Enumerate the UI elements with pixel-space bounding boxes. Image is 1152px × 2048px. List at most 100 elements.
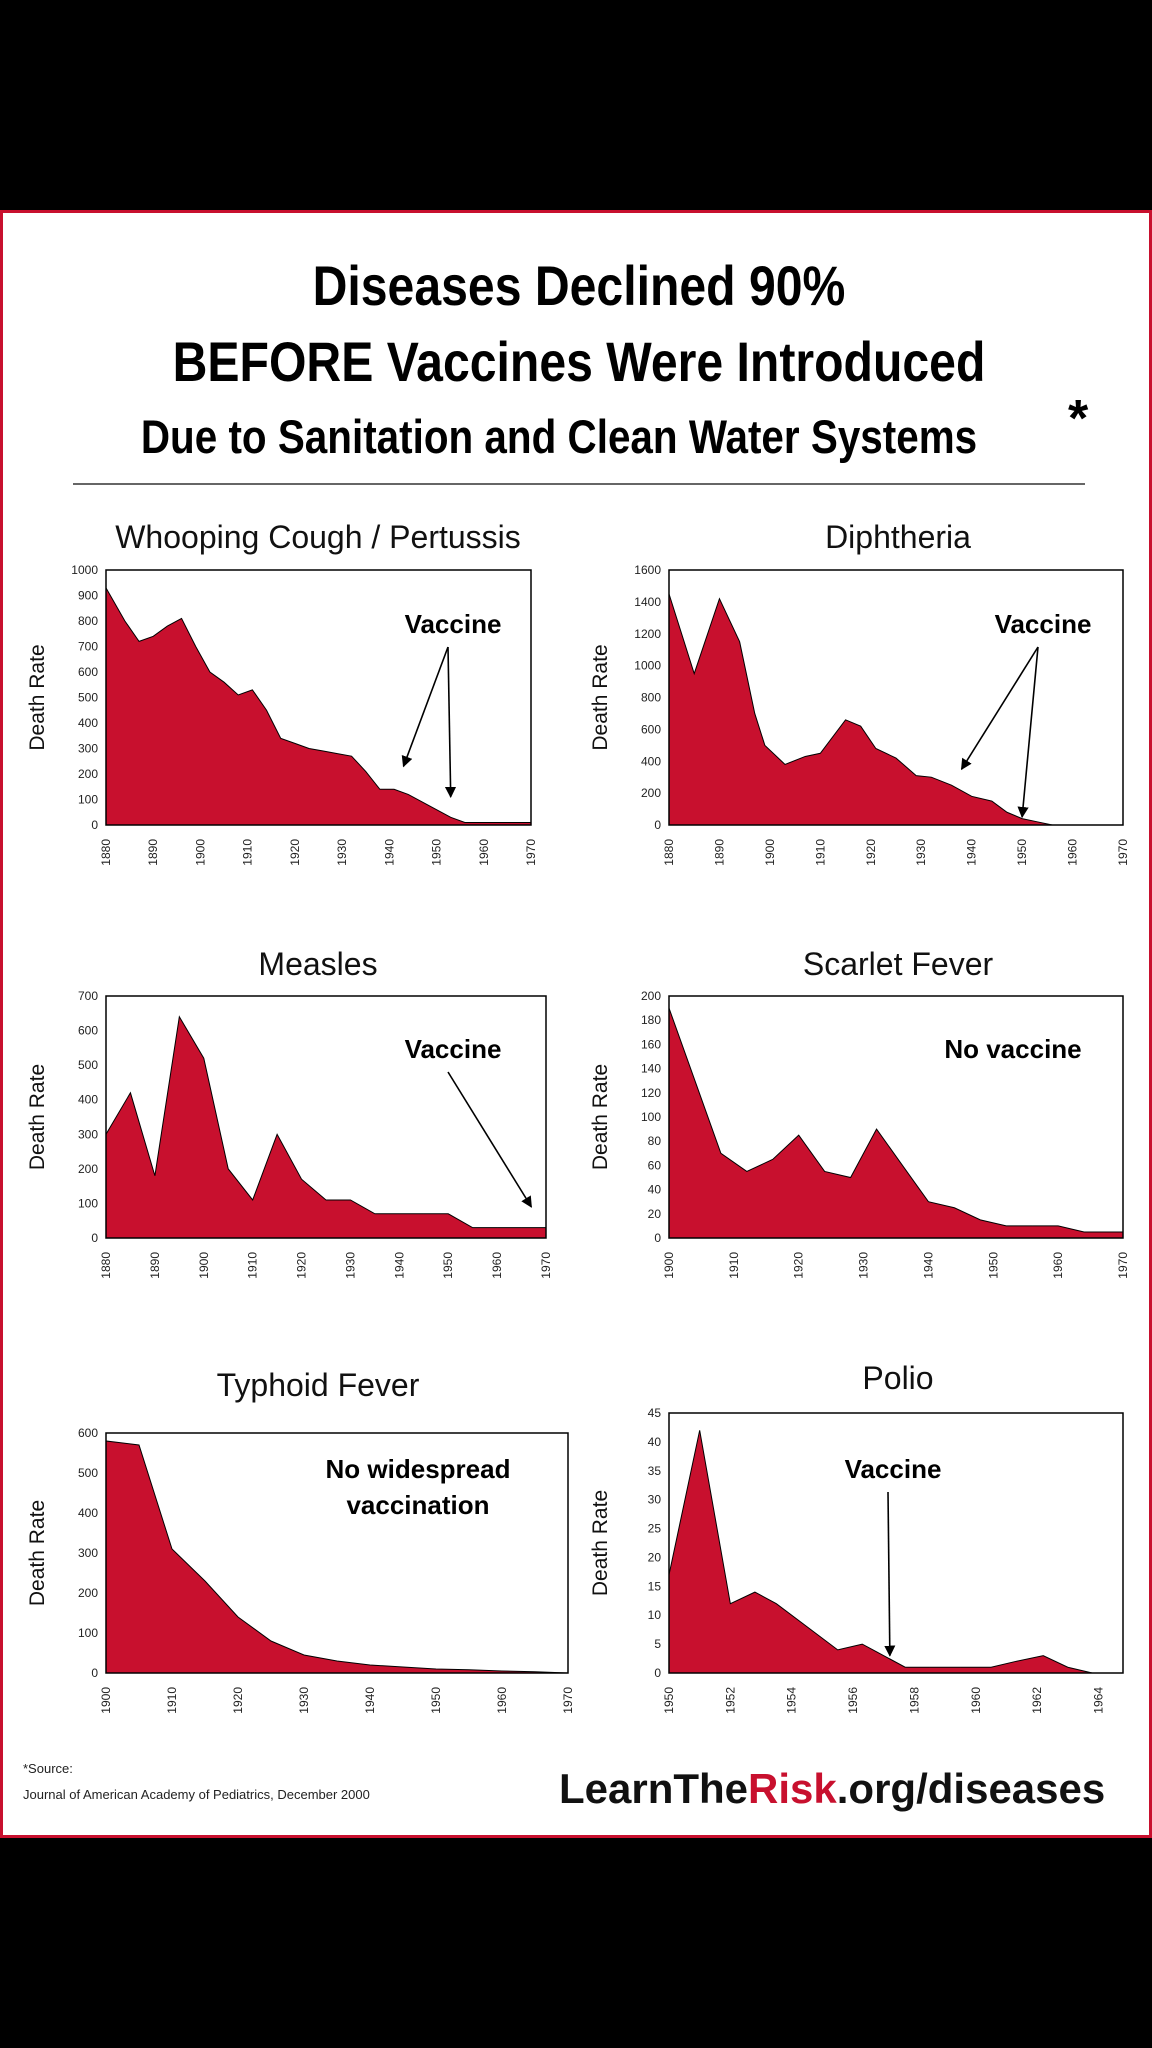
whooping-cough-ylabel: Death Rate	[26, 644, 49, 750]
whooping-cough-ytick: 200	[78, 767, 98, 781]
typhoid-fever-ytick: 0	[91, 1666, 98, 1680]
whooping-cough-area	[105, 585, 532, 826]
scarlet-fever-xtick: 1950	[986, 1252, 1000, 1279]
header-rule	[73, 483, 1085, 485]
whooping-cough-ytick: 0	[91, 818, 98, 832]
diphtheria-annotation: Vaccine	[995, 609, 1092, 639]
polio-ytick: 45	[648, 1406, 662, 1420]
whooping-cough-xtick: 1950	[430, 839, 444, 866]
scarlet-fever-ytick: 80	[648, 1134, 662, 1148]
typhoid-fever-xtick: 1950	[429, 1687, 443, 1714]
diphtheria-frame	[668, 569, 1124, 826]
whooping-cough-ytick: 100	[78, 793, 98, 807]
diphtheria-xtick: 1940	[965, 839, 979, 866]
whooping-cough-xtick: 1960	[477, 839, 491, 866]
measles-ytick: 400	[78, 1093, 98, 1107]
diphtheria-xtick: 1880	[662, 839, 676, 866]
measles-frame	[105, 995, 547, 1239]
polio-ytick: 25	[648, 1522, 662, 1536]
measles-xtick: 1920	[295, 1252, 309, 1279]
polio-xtick: 1952	[723, 1687, 737, 1714]
diphtheria-xtick: 1890	[712, 839, 726, 866]
url-part-3: .org/diseases	[836, 1765, 1106, 1812]
scarlet-fever-ytick: 100	[641, 1110, 661, 1124]
polio-ytick: 20	[648, 1550, 662, 1564]
whooping-cough-arrow	[401, 646, 449, 768]
polio-arrow	[884, 1491, 896, 1657]
url-part-2: Risk	[748, 1765, 837, 1812]
whooping-cough-arrow	[444, 646, 457, 799]
measles-xtick: 1900	[197, 1252, 211, 1279]
scarlet-fever-xtick: 1910	[727, 1252, 741, 1279]
scarlet-fever-xtick: 1940	[921, 1252, 935, 1279]
scarlet-fever-ytick: 120	[641, 1086, 661, 1100]
typhoid-fever-xtick: 1910	[165, 1687, 179, 1714]
headline-line-1: Diseases Declined 90%	[312, 254, 846, 317]
measles-ytick: 700	[78, 989, 98, 1003]
whooping-cough-ytick: 900	[78, 589, 98, 603]
whooping-cough-xtick: 1970	[524, 839, 538, 866]
typhoid-fever-xtick: 1970	[561, 1687, 575, 1714]
whooping-cough-xtick: 1890	[146, 839, 160, 866]
source-citation: Journal of American Academy of Pediatric…	[23, 1787, 370, 1802]
diphtheria-xtick: 1930	[914, 839, 928, 866]
whooping-cough-ytick: 400	[78, 716, 98, 730]
diphtheria-arrow	[960, 646, 1039, 771]
typhoid-fever-ylabel: Death Rate	[26, 1500, 49, 1606]
polio-ytick: 40	[648, 1435, 662, 1449]
scarlet-fever-ytick: 200	[641, 989, 661, 1003]
typhoid-fever-frame	[105, 1432, 569, 1674]
typhoid-fever-ytick: 200	[78, 1586, 98, 1600]
diphtheria-ytick: 600	[641, 722, 661, 736]
measles-xtick: 1910	[246, 1252, 260, 1279]
scarlet-fever-ytick: 0	[654, 1231, 661, 1245]
measles-ytick: 100	[78, 1196, 98, 1210]
diphtheria-xtick: 1960	[1066, 839, 1080, 866]
measles-xtick: 1940	[392, 1252, 406, 1279]
diphtheria-ytick: 1000	[634, 659, 661, 673]
scarlet-fever-annotation: No vaccine	[944, 1034, 1081, 1064]
diphtheria-ytick: 1400	[634, 595, 661, 609]
typhoid-fever-ytick: 500	[78, 1466, 98, 1480]
scarlet-fever-area	[668, 1007, 1124, 1239]
url-part-1: LearnThe	[559, 1765, 749, 1812]
typhoid-fever-xtick: 1920	[231, 1687, 245, 1714]
polio-xtick: 1962	[1030, 1687, 1044, 1714]
whooping-cough-xtick: 1930	[335, 839, 349, 866]
scarlet-fever-xtick: 1930	[857, 1252, 871, 1279]
typhoid-fever-ytick: 300	[78, 1546, 98, 1560]
diphtheria-ytick: 1600	[634, 563, 661, 577]
headline-line-3: Due to Sanitation and Clean Water System…	[140, 410, 978, 463]
site-url[interactable]: LearnTheRisk.org/diseases	[559, 1765, 1105, 1813]
whooping-cough-ytick: 300	[78, 742, 98, 756]
polio-ytick: 30	[648, 1493, 662, 1507]
polio-annotation: Vaccine	[845, 1454, 942, 1484]
typhoid-fever-annotation: No widespread	[326, 1454, 511, 1484]
headline-line-2: BEFORE Vaccines Were Introduced	[172, 330, 986, 393]
diphtheria-ytick: 0	[654, 818, 661, 832]
typhoid-fever-xtick: 1900	[99, 1687, 113, 1714]
diphtheria-xtick: 1920	[864, 839, 878, 866]
scarlet-fever-xtick: 1970	[1116, 1252, 1130, 1279]
polio-ytick: 5	[654, 1637, 661, 1651]
diphtheria-area	[668, 593, 1053, 826]
diphtheria-title: Diphtheria	[825, 519, 971, 555]
scarlet-fever-title: Scarlet Fever	[803, 946, 994, 982]
scarlet-fever-xtick: 1920	[792, 1252, 806, 1279]
scarlet-fever-ytick: 40	[648, 1183, 662, 1197]
diphtheria-ytick: 800	[641, 691, 661, 705]
measles-ytick: 300	[78, 1127, 98, 1141]
diphtheria-ytick: 200	[641, 786, 661, 800]
measles-xtick: 1880	[99, 1252, 113, 1279]
scarlet-fever-ylabel: Death Rate	[589, 1064, 612, 1170]
measles-xtick: 1890	[148, 1252, 162, 1279]
measles-area	[105, 1015, 547, 1239]
diphtheria-ylabel: Death Rate	[589, 644, 612, 750]
whooping-cough-ytick: 600	[78, 665, 98, 679]
whooping-cough-ytick: 500	[78, 691, 98, 705]
measles-ytick: 200	[78, 1162, 98, 1176]
diphtheria-arrow	[1017, 646, 1039, 819]
measles-xtick: 1930	[343, 1252, 357, 1279]
polio-ytick: 15	[648, 1579, 662, 1593]
